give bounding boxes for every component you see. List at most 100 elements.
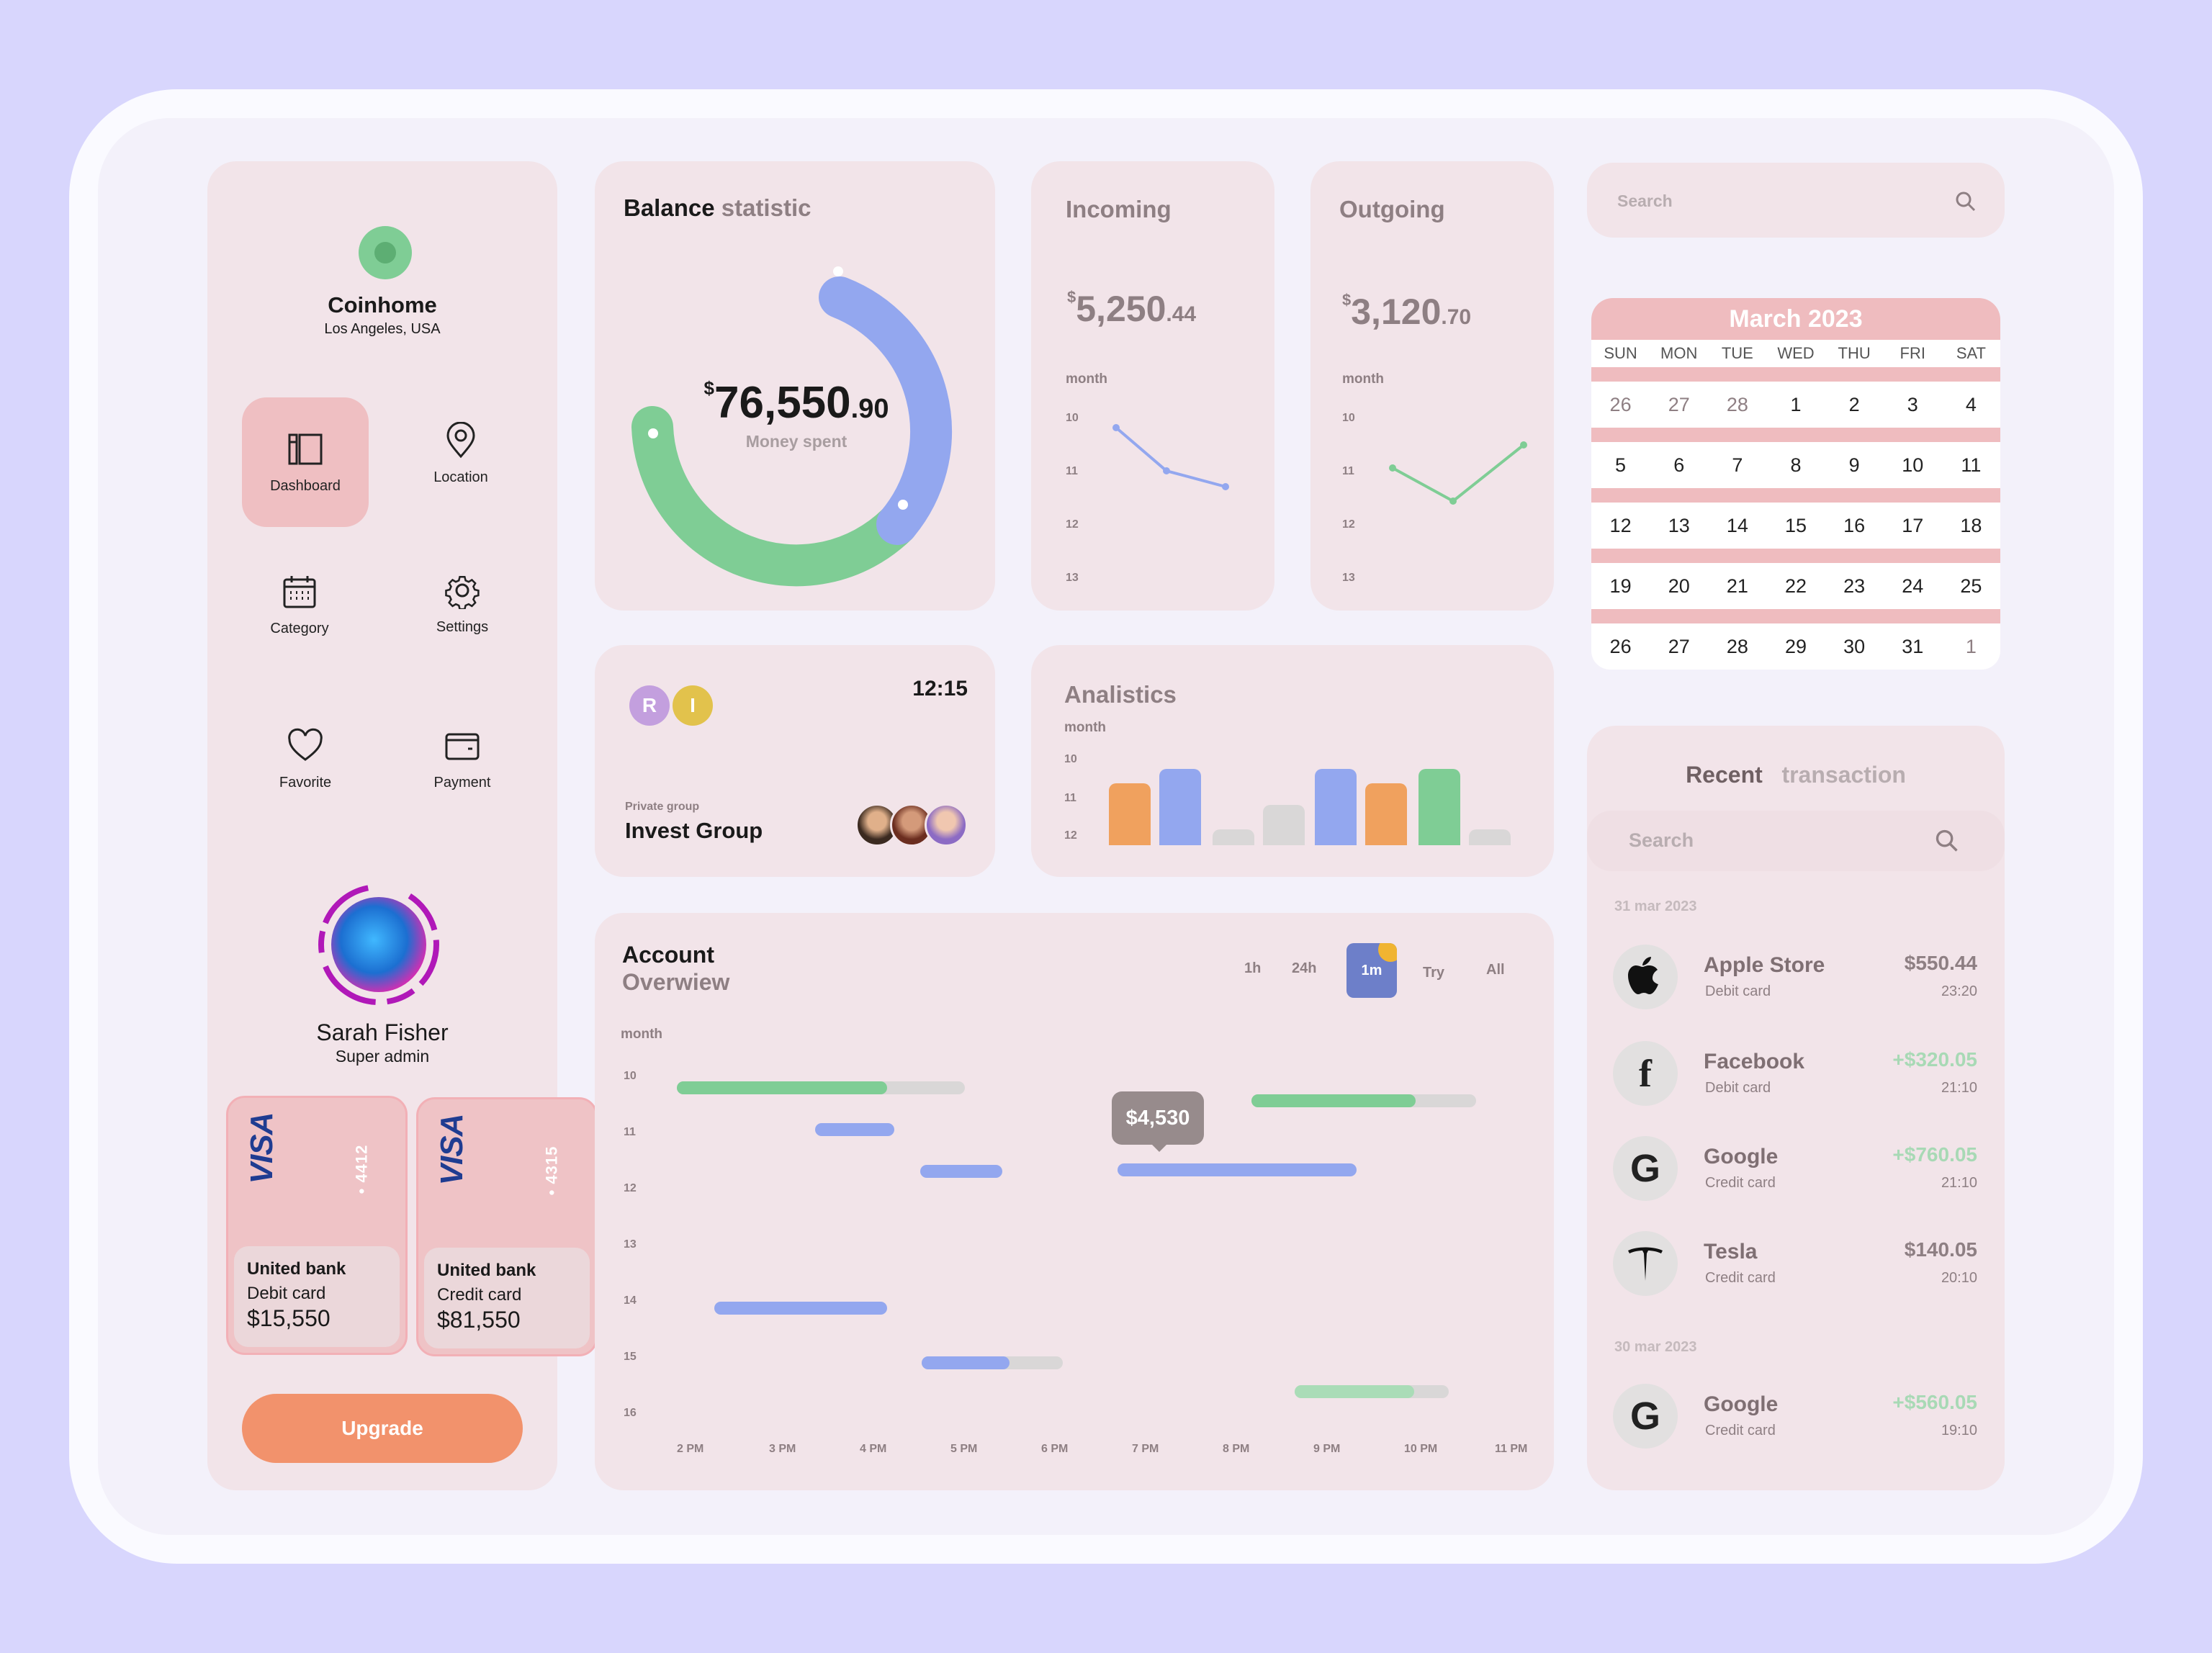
calendar-day[interactable]: 27 <box>1668 636 1690 657</box>
calendar-day[interactable]: 28 <box>1726 394 1748 415</box>
y-tick: 13 <box>1066 572 1079 584</box>
calendar-day[interactable]: 26 <box>1609 636 1632 657</box>
calendar-day[interactable]: 4 <box>1965 394 1977 415</box>
calendar-day[interactable]: 15 <box>1784 515 1807 536</box>
calendar-day[interactable]: 17 <box>1902 515 1924 536</box>
transaction-row[interactable]: f Facebook Debit card +$320.05 21:10 <box>1606 1037 1980 1109</box>
calendar-day[interactable]: 6 <box>1673 454 1685 476</box>
nav-favorite[interactable]: Favorite <box>242 694 369 824</box>
calendar-day[interactable]: 1 <box>1965 636 1977 657</box>
calendar-day[interactable]: 26 <box>1609 394 1632 415</box>
analytics-bar <box>1159 769 1201 845</box>
timeline-bar[interactable] <box>1118 1163 1357 1176</box>
timeline-bar[interactable] <box>1251 1094 1416 1107</box>
calendar-day[interactable]: 9 <box>1848 454 1860 476</box>
nav-dashboard[interactable]: Dashboard <box>242 397 369 527</box>
transaction-amount: +$320.05 <box>1892 1048 1977 1071</box>
weekday: TUE <box>1721 344 1753 362</box>
calendar-day[interactable]: 29 <box>1784 636 1807 657</box>
card-type: Debit card <box>247 1284 326 1303</box>
timeline-bar[interactable] <box>922 1356 1010 1369</box>
calendar-day[interactable]: 28 <box>1726 636 1748 657</box>
y-tick: 11 <box>1066 465 1078 477</box>
timeline-bar[interactable] <box>677 1081 887 1094</box>
balance-donut-chart <box>631 276 952 587</box>
calendar-day[interactable]: 16 <box>1843 515 1866 536</box>
card-amount: $15,550 <box>247 1305 331 1331</box>
user-avatar[interactable] <box>331 897 426 992</box>
calendar-day[interactable]: 25 <box>1960 575 1982 597</box>
calendar-day[interactable]: 3 <box>1907 394 1918 415</box>
calendar-day[interactable]: 20 <box>1668 575 1690 597</box>
calendar-day[interactable]: 23 <box>1843 575 1866 597</box>
y-tick: 12 <box>1342 518 1355 531</box>
calendar-day[interactable]: 30 <box>1843 636 1866 657</box>
timeline-bar[interactable] <box>1295 1385 1414 1398</box>
calendar-day[interactable]: 19 <box>1609 575 1632 597</box>
timeframe-all[interactable]: All <box>1486 962 1505 978</box>
calendar-day[interactable]: 2 <box>1848 394 1860 415</box>
y-tick: 11 <box>624 1126 636 1138</box>
nav-category[interactable]: Category <box>236 540 363 670</box>
y-tick: 10 <box>1066 412 1079 424</box>
top-search-bar[interactable]: Search <box>1587 163 2005 238</box>
calendar-day[interactable]: 27 <box>1668 394 1690 415</box>
calendar-day[interactable]: 11 <box>1961 454 1982 476</box>
x-tick: 10 PM <box>1404 1443 1438 1455</box>
timeline-bar[interactable] <box>714 1302 887 1315</box>
calendar-week: 5 6 7 8 9 10 11 <box>1591 442 2000 488</box>
bank-card-credit[interactable]: VISA • 4315 United bank Credit card $81,… <box>416 1097 598 1356</box>
bank-card-debit[interactable]: VISA • 4412 United bank Debit card $15,5… <box>226 1096 408 1355</box>
transactions-search-input[interactable]: Search <box>1587 811 2005 871</box>
nav-location[interactable]: Location <box>397 389 524 518</box>
calendar-day[interactable]: 18 <box>1960 515 1982 536</box>
google-icon: G <box>1613 1136 1678 1201</box>
upgrade-button[interactable]: Upgrade <box>242 1394 523 1463</box>
transaction-row[interactable]: Apple Store Debit card $550.44 23:20 <box>1606 940 1980 1012</box>
calendar-week: 26 27 28 1 2 3 4 <box>1591 382 2000 428</box>
search-placeholder: Search <box>1617 192 1673 210</box>
nav-payment[interactable]: Payment <box>399 694 526 824</box>
calendar-day[interactable]: 1 <box>1790 394 1802 415</box>
transaction-time: 20:10 <box>1941 1270 1977 1286</box>
calendar-day[interactable]: 7 <box>1732 454 1743 476</box>
calendar-weekdays: SUN MON TUE WED THU FRI SAT <box>1591 340 2000 367</box>
search-icon[interactable] <box>1954 190 1977 213</box>
calendar-day[interactable]: 12 <box>1609 515 1632 536</box>
balance-title: Balance statistic <box>624 194 811 221</box>
y-tick: 13 <box>1342 572 1355 584</box>
card-bank: United bank <box>247 1259 346 1279</box>
calendar-day[interactable]: 13 <box>1668 515 1690 536</box>
timeframe-24h[interactable]: 24h <box>1292 960 1317 976</box>
transaction-amount: $140.05 <box>1904 1238 1977 1261</box>
indicator-dot <box>1378 943 1397 962</box>
incoming-title: Incoming <box>1066 196 1172 222</box>
calendar-day[interactable]: 24 <box>1902 575 1924 597</box>
calendar-separator <box>1591 609 2000 623</box>
nav-settings[interactable]: Settings <box>399 539 526 668</box>
timeframe-1h[interactable]: 1h <box>1244 960 1262 976</box>
invest-group-card[interactable]: R I 12:15 Private group Invest Group <box>595 645 995 877</box>
transaction-row[interactable]: G Google Credit card +$560.05 19:10 <box>1606 1379 1980 1451</box>
calendar-day[interactable]: 21 <box>1726 575 1748 597</box>
calendar-day[interactable]: 31 <box>1902 636 1924 657</box>
transaction-date: 31 mar 2023 <box>1614 898 1697 914</box>
calendar-day[interactable]: 10 <box>1902 454 1924 476</box>
y-tick: 11 <box>1342 465 1354 477</box>
search-icon[interactable] <box>1934 828 1960 854</box>
y-tick: 15 <box>624 1351 637 1363</box>
timeframe-1m[interactable]: 1m <box>1346 943 1397 998</box>
calendar-day[interactable]: 22 <box>1784 575 1807 597</box>
transaction-row[interactable]: G Google Credit card +$760.05 21:10 <box>1606 1132 1980 1204</box>
timeframe-try[interactable]: Try <box>1423 965 1445 981</box>
calendar-day[interactable]: 14 <box>1726 515 1748 536</box>
outgoing-line-chart <box>1389 441 1527 505</box>
calendar-day[interactable]: 8 <box>1790 454 1802 476</box>
timeline-bar[interactable] <box>920 1165 1002 1178</box>
timeline-bar[interactable] <box>815 1123 894 1136</box>
calendar-day[interactable]: 5 <box>1615 454 1627 476</box>
analytics-title: Analistics <box>1064 681 1177 708</box>
transaction-row[interactable]: Tesla Credit card $140.05 20:10 <box>1606 1227 1980 1299</box>
y-tick: 12 <box>624 1182 637 1194</box>
transaction-name: Google <box>1704 1392 1779 1416</box>
